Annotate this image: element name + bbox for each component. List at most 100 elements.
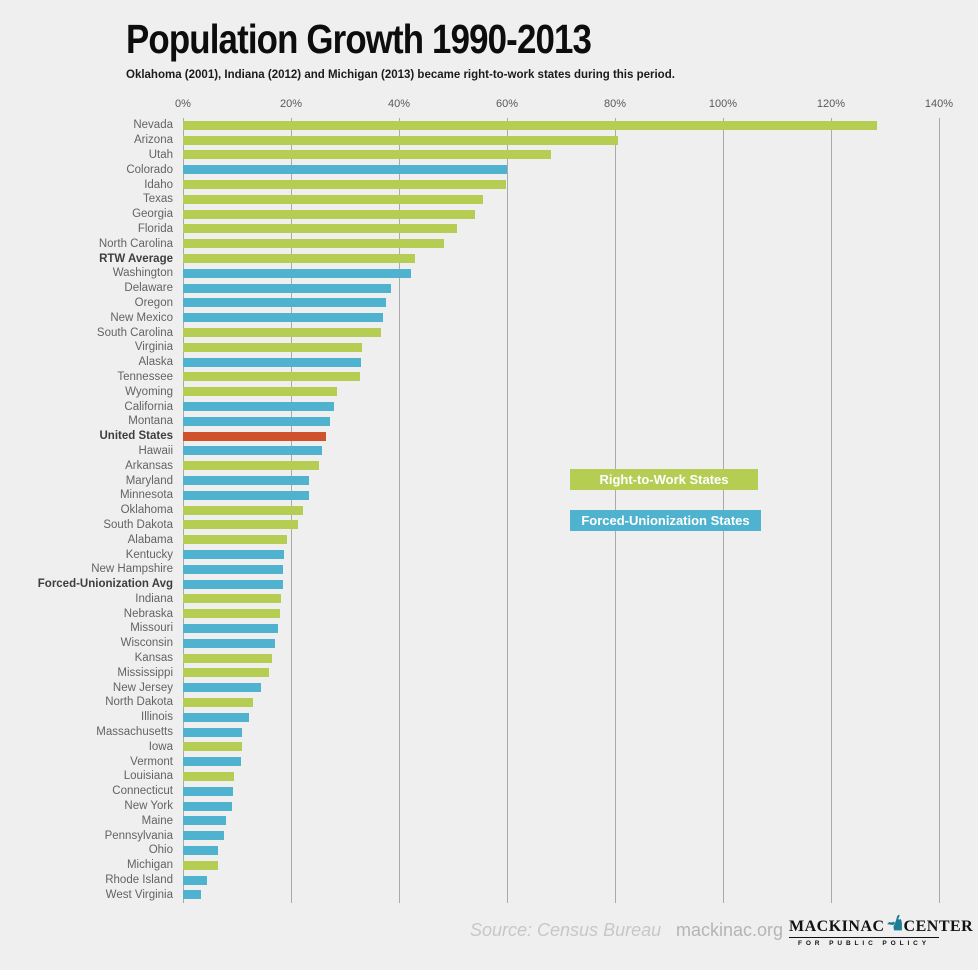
bar-wisconsin [183,638,275,648]
chart-row: Montana [0,414,978,429]
bar-north-carolina [183,239,444,249]
chart-row: Massachusetts [0,725,978,740]
bar-alaska [183,357,362,367]
bar-indiana [183,594,282,604]
chart-row: Wyoming [0,384,978,399]
chart-row: Florida [0,222,978,237]
row-label: Montana [128,415,173,428]
row-label: Delaware [124,282,173,295]
bar-oregon [183,298,386,308]
bar-massachusetts [183,727,243,737]
bar-mississippi [183,668,270,678]
row-label: Texas [142,193,173,206]
row-label: Louisiana [123,770,173,783]
chart-row: Hawaii [0,444,978,459]
bar-hawaii [183,446,322,456]
chart-row: United States [0,429,978,444]
chart-row: Arkansas [0,458,978,473]
row-label: Missouri [130,622,173,635]
row-label: Florida [137,222,173,235]
row-label: New York [124,800,173,813]
bar-nebraska [183,609,281,619]
chart-row: South Dakota [0,518,978,533]
chart-row: RTW Average [0,251,978,266]
bar-california [183,402,335,412]
row-label: Nevada [133,119,173,132]
chart-row: Alabama [0,532,978,547]
row-label: Kentucky [125,548,173,561]
row-label: Wyoming [125,385,173,398]
gridline [399,118,400,903]
chart-row: Delaware [0,281,978,296]
michigan-state-icon [886,913,903,937]
plot-area: Nevada Arizona Utah Colorado Idaho Texas Georg… [0,118,978,903]
tick-label: 0% [175,98,191,110]
bar-vermont [183,757,242,767]
row-label: Vermont [130,755,173,768]
bar-ohio [183,845,219,855]
bar-maine [183,816,227,826]
row-label: Hawaii [138,444,173,457]
bar-kansas [183,653,273,663]
row-label: United States [99,430,174,443]
row-label: Forced-Unionization Avg [37,578,173,591]
row-label: South Carolina [96,326,173,339]
bar-new-mexico [183,313,383,323]
mackinac-org-link[interactable]: mackinac.org [676,920,784,940]
bar-south-carolina [183,328,381,338]
chart-row: Nevada [0,118,978,133]
chart-row: Wisconsin [0,636,978,651]
chart-row: West Virginia [0,887,978,902]
chart-row: Pennsylvania [0,828,978,843]
chart-row: Kansas [0,651,978,666]
chart-row: New Jersey [0,680,978,695]
bar-virginia [183,342,363,352]
row-label: Oregon [134,296,173,309]
page-title: Population Growth 1990-2013 [126,16,592,62]
bar-minnesota [183,490,309,500]
row-label: New Jersey [112,681,173,694]
chart-row: Vermont [0,754,978,769]
tick-label: 120% [816,98,846,110]
bar-rhode-island [183,875,208,885]
row-label: Wisconsin [120,637,173,650]
mackinac-center-logo: MACKINAC CENTER FOR PUBLIC POLICY [789,913,973,947]
bar-maryland [183,476,310,486]
row-label: South Dakota [103,518,173,531]
bar-missouri [183,623,278,633]
bar-forced-unionization-avg [183,579,283,589]
row-label: Rhode Island [105,874,173,887]
row-label: Minnesota [119,489,173,502]
logo-word-mackinac: MACKINAC [789,918,885,935]
bar-delaware [183,283,391,293]
row-label: Massachusetts [96,726,173,739]
chart-row: Colorado [0,162,978,177]
chart-row: Arizona [0,133,978,148]
chart-row: Oregon [0,296,978,311]
bar-arkansas [183,461,320,471]
legend-forced-unionization: Forced-Unionization States [570,510,761,531]
bar-north-dakota [183,697,254,707]
chart-row: Maryland [0,473,978,488]
chart-row: Georgia [0,207,978,222]
row-label: Maine [141,814,173,827]
chart-row: Michigan [0,858,978,873]
tick-label: 100% [708,98,738,110]
row-label: West Virginia [105,888,173,901]
chart-row: South Carolina [0,325,978,340]
chart-row: New Hampshire [0,562,978,577]
row-label: Arizona [134,134,173,147]
row-label: Indiana [135,592,173,605]
row-label: Connecticut [112,785,173,798]
row-label: Ohio [148,844,173,857]
tick-label: 140% [924,98,954,110]
bar-pennsylvania [183,831,224,841]
chart-row: Connecticut [0,784,978,799]
bar-connecticut [183,786,234,796]
row-label: Washington [112,267,173,280]
row-label: Mississippi [117,666,173,679]
tick-label: 40% [387,98,411,110]
row-label: Kansas [134,652,173,665]
chart-row: Mississippi [0,665,978,680]
